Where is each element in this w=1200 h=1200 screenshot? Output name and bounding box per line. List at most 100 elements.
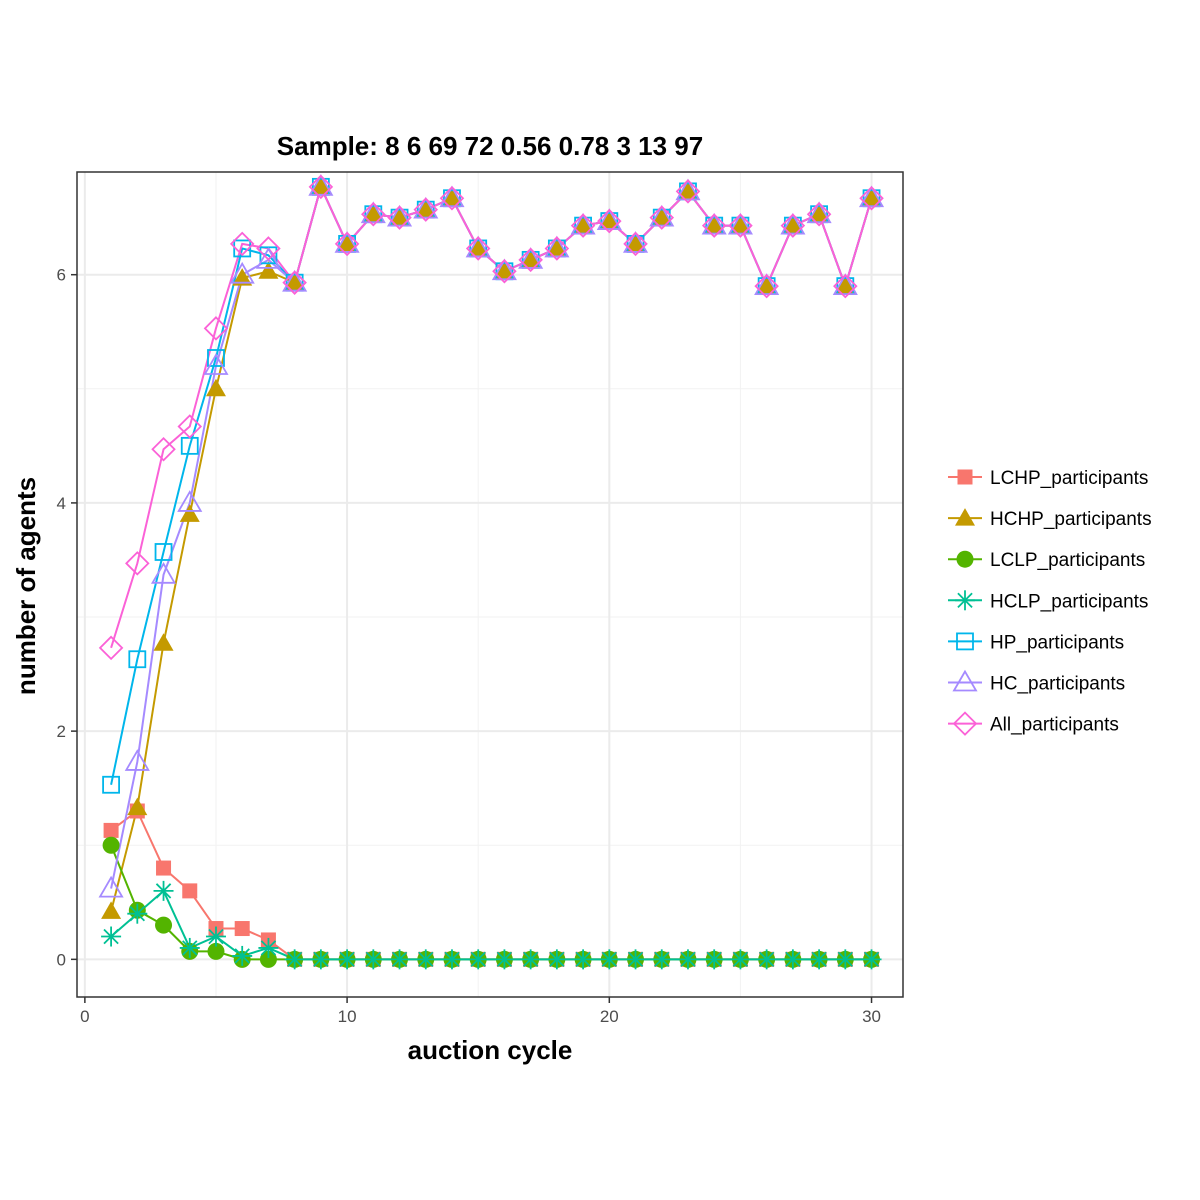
data-point-hclp-participants	[258, 937, 279, 958]
data-point-hclp-participants	[677, 949, 698, 970]
data-point-hc-participants	[570, 212, 596, 235]
data-point-hp-participants	[154, 543, 173, 561]
data-point-hchp-participants	[861, 188, 882, 206]
data-point-hchp-participants	[179, 504, 200, 522]
legend-label: All_participants	[990, 715, 1119, 736]
data-point-hc-participants	[439, 185, 465, 208]
data-point-hchp-participants	[756, 276, 777, 294]
data-point-hchp-participants	[337, 233, 358, 252]
data-point-all-participants	[387, 205, 412, 230]
legend-key-marker	[957, 469, 973, 485]
data-point-hclp-participants	[730, 949, 751, 970]
data-point-hchp-participants	[782, 215, 803, 234]
data-point-hclp-participants	[363, 949, 384, 970]
data-point-hc-participants	[386, 204, 413, 227]
y-tick-label: 0	[57, 950, 66, 969]
data-point-hc-participants	[544, 235, 570, 258]
data-point-hc-participants	[727, 212, 753, 235]
legend-label: HC_participants	[990, 674, 1125, 695]
data-point-all-participants	[544, 236, 570, 261]
series-line-all-participants	[110, 183, 873, 649]
legend-item-hp-participants: HP_participants	[948, 632, 1124, 653]
data-point-hchp-participants	[310, 176, 331, 195]
chart-title: Sample: 8 6 69 72 0.56 0.78 3 13 97	[277, 131, 703, 161]
legend-item-hclp-participants: HCLP_participants	[948, 590, 1148, 612]
series-points-hc-participants	[98, 174, 885, 898]
data-point-all-participants	[649, 205, 675, 230]
data-point-all-participants	[203, 316, 229, 341]
data-point-all-participants	[439, 185, 465, 211]
data-point-hclp-participants	[861, 949, 882, 970]
data-point-hchp-participants	[127, 797, 148, 816]
data-point-all-participants	[413, 197, 439, 222]
data-point-hchp-participants	[494, 261, 515, 279]
data-point-hclp-participants	[415, 949, 436, 970]
legend-label: LCLP_participants	[990, 550, 1145, 571]
legend-item-hchp-participants: HCHP_participants	[948, 508, 1152, 530]
y-tick-label: 6	[57, 266, 66, 285]
series-points-hp-participants	[102, 177, 881, 794]
y-tick-label: 2	[57, 722, 66, 741]
data-point-hclp-participants	[127, 903, 148, 924]
data-point-hchp-participants	[520, 249, 541, 268]
data-point-hclp-participants	[153, 880, 174, 901]
data-point-hclp-participants	[625, 949, 646, 970]
series-line-hclp-participants	[110, 889, 872, 961]
data-point-hclp-participants	[232, 945, 253, 966]
data-point-hc-participants	[308, 174, 334, 196]
data-point-all-participants	[518, 247, 543, 273]
data-point-hchp-participants	[677, 181, 698, 199]
x-tick-label: 30	[862, 1007, 881, 1026]
data-point-hc-participants	[596, 208, 622, 230]
legend-item-lchp-participants: LCHP_participants	[948, 468, 1148, 489]
legend-key-marker	[952, 711, 978, 736]
legend: LCHP_participants HCHP_participants LCLP_p…	[948, 468, 1152, 736]
data-point-all-participants	[597, 208, 622, 234]
data-point-hc-participants	[806, 201, 832, 224]
x-axis: 0 10 20 30	[80, 997, 881, 1026]
data-point-hchp-participants	[284, 272, 305, 291]
data-point-hc-participants	[701, 212, 727, 235]
data-point-hc-participants	[622, 231, 649, 253]
data-point-hchp-participants	[441, 188, 462, 206]
legend-label: LCHP_participants	[990, 468, 1148, 489]
data-point-hchp-participants	[730, 215, 751, 234]
data-point-hchp-participants	[835, 276, 856, 294]
data-point-hclp-participants	[520, 949, 541, 970]
data-point-all-participants	[623, 231, 648, 257]
legend-item-lclp-participants: LCLP_participants	[948, 550, 1145, 571]
data-point-hp-participants	[207, 349, 225, 367]
data-point-hc-participants	[465, 235, 491, 258]
data-point-hc-participants	[649, 204, 675, 227]
data-point-all-participants	[859, 185, 884, 211]
data-point-all-participants	[256, 236, 281, 261]
data-point-hchp-participants	[363, 204, 384, 222]
legend-item-all-participants: All_participants	[948, 711, 1119, 736]
x-tick-label: 20	[600, 1007, 619, 1026]
data-point-hc-participants	[413, 196, 439, 219]
data-point-hc-participants	[780, 212, 806, 235]
data-point-all-participants	[780, 213, 806, 238]
data-point-all-participants	[308, 174, 334, 200]
y-tick-label: 4	[57, 494, 66, 513]
data-point-hclp-participants	[310, 949, 331, 970]
data-point-all-participants	[361, 201, 386, 227]
data-point-hp-participants	[102, 775, 120, 794]
data-point-all-participants	[465, 236, 491, 261]
legend-item-hc-participants: HC_participants	[948, 669, 1125, 695]
data-point-hchp-participants	[468, 238, 489, 256]
data-point-hc-participants	[150, 562, 177, 584]
data-point-hclp-participants	[389, 949, 410, 970]
data-point-hc-participants	[858, 185, 885, 208]
data-point-hc-participants	[98, 875, 124, 898]
data-point-hchp-participants	[704, 215, 725, 234]
data-point-hclp-participants	[546, 949, 567, 970]
data-point-all-participants	[806, 201, 832, 227]
data-point-hclp-participants	[599, 949, 620, 970]
data-point-hclp-participants	[205, 926, 226, 947]
data-point-hc-participants	[124, 749, 150, 771]
data-point-hclp-participants	[179, 937, 200, 958]
plot-panel-border	[76, 171, 904, 998]
legend-label: HP_participants	[990, 632, 1124, 653]
data-point-hp-participants	[233, 239, 252, 258]
